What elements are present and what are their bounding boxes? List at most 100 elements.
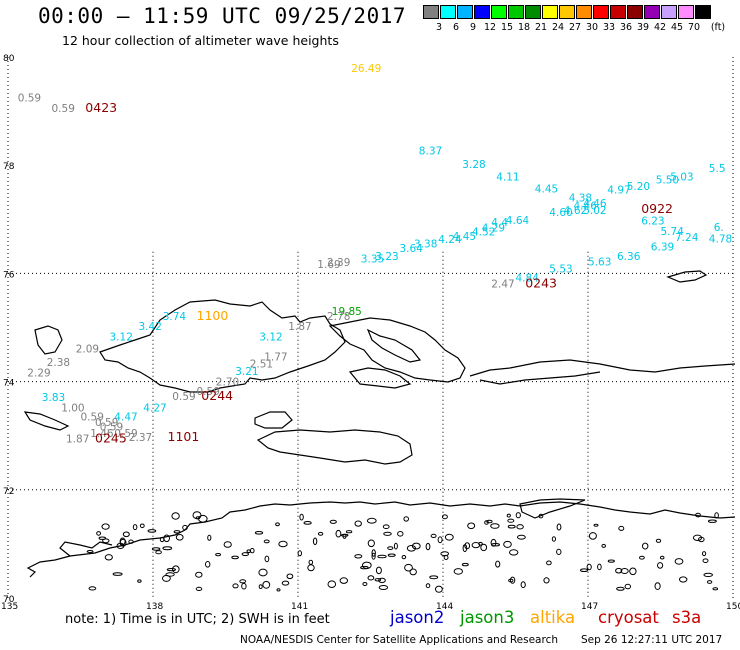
lake-outline	[367, 539, 375, 548]
maly-lyakhovsky	[254, 411, 293, 429]
wave-height-value: 3.83	[42, 392, 65, 404]
lake-outline	[387, 546, 394, 550]
lake-outline	[345, 530, 353, 534]
wave-height-value: 5.03	[670, 171, 693, 183]
lake-outline	[430, 533, 437, 539]
lake-outline	[556, 548, 562, 556]
satellite-jason3: jason3	[460, 608, 515, 627]
legend-swatch	[474, 5, 490, 19]
wave-height-value: 4.24	[438, 234, 462, 246]
lake-outline	[162, 546, 173, 551]
footer-note: note: 1) Time is in UTC; 2) SWH is in fe…	[65, 612, 330, 627]
latitude-tick-label: 80	[3, 54, 15, 64]
wave-height-value: 0.59	[197, 386, 220, 398]
wave-height-value: 1.69	[317, 259, 340, 271]
lake-outline	[516, 524, 524, 530]
bolshoy-lyakhovsky	[256, 429, 413, 465]
lake-outline	[382, 524, 390, 530]
lake-outline	[308, 559, 314, 565]
lake-outline	[361, 561, 372, 569]
lake-outline	[378, 577, 386, 584]
lake-outline	[275, 522, 280, 527]
new-siberia-island	[328, 317, 466, 383]
lake-outline	[639, 555, 645, 560]
legend-swatch	[542, 5, 558, 19]
legend-swatch	[508, 5, 524, 19]
lake-outline	[620, 568, 629, 574]
lake-outline	[618, 525, 625, 531]
lake-outline	[506, 513, 511, 518]
legend-swatch	[678, 5, 694, 19]
lake-outline	[437, 536, 443, 544]
lake-outline	[383, 531, 392, 536]
legend-swatch	[491, 5, 507, 19]
legend-swatch	[593, 5, 609, 19]
wave-height-value: 4.4	[491, 217, 508, 229]
legend-label: 15	[500, 22, 514, 33]
legend-unit: (ft)	[710, 22, 726, 33]
lake-outline	[231, 555, 239, 560]
lake-outline	[232, 583, 239, 589]
lake-outline	[101, 523, 110, 530]
satellite-s3a: s3a	[672, 608, 702, 627]
lake-outline	[484, 520, 489, 525]
wave-height-value: 5.63	[588, 256, 611, 268]
inner-bay	[366, 328, 422, 363]
lake-outline	[377, 554, 387, 559]
lake-outline	[147, 529, 157, 533]
lake-outline	[411, 542, 421, 550]
wave-height-value: 3.12	[110, 332, 133, 344]
legend-swatch	[627, 5, 643, 19]
lake-outline	[509, 549, 519, 556]
wave-height-value: 3.64	[400, 243, 424, 255]
lake-outline	[286, 573, 294, 580]
lake-outline	[615, 567, 623, 574]
lake-outline	[580, 568, 589, 573]
lake-outline	[207, 534, 212, 541]
wave-height-value: 3.28	[462, 159, 485, 171]
lake-outline	[329, 519, 337, 524]
wave-height-value: 4.78	[709, 234, 732, 246]
lake-outline	[654, 582, 661, 590]
lake-outline	[461, 562, 469, 567]
wave-height-value: 3.21	[235, 366, 258, 378]
lake-outline	[250, 547, 255, 554]
longitude-tick-label: 141	[291, 602, 308, 612]
lake-outline	[254, 531, 264, 535]
lake-outline	[239, 579, 247, 584]
lake-outline	[429, 575, 439, 580]
wave-height-value: 0.59	[52, 103, 75, 115]
legend-label: 18	[517, 22, 531, 33]
lake-outline	[706, 580, 713, 584]
lake-outline	[172, 565, 180, 574]
wave-height-value: 2.51	[250, 359, 273, 371]
legend-swatch	[644, 5, 660, 19]
lake-outline	[137, 579, 142, 583]
lake-outline	[509, 576, 516, 584]
lake-outline	[440, 551, 450, 557]
longitude-tick-label: 150	[726, 602, 740, 612]
wave-height-value: 3.23	[375, 251, 398, 263]
lake-outline	[175, 534, 184, 541]
pass-time-label: 0922	[641, 201, 673, 216]
wave-height-value: 7.24	[675, 232, 699, 244]
lake-outline	[679, 576, 688, 583]
eastern-coast	[469, 359, 736, 377]
lake-outline	[692, 534, 703, 541]
lake-outline	[278, 540, 288, 548]
legend-label: 12	[483, 22, 497, 33]
lake-outline	[495, 560, 501, 568]
latitude-tick-label: 74	[3, 379, 15, 389]
lake-outline	[657, 562, 664, 569]
wave-height-value: 1.77	[264, 352, 287, 364]
lake-outline	[223, 541, 232, 548]
lake-outline	[462, 544, 468, 553]
tundra-lakes	[86, 511, 719, 593]
legend-label: 27	[568, 22, 582, 33]
lake-outline	[375, 566, 382, 575]
lake-outline	[508, 578, 514, 583]
wave-height-value: 0.59	[95, 417, 118, 429]
stolbovoy-island	[23, 411, 70, 431]
lake-outline	[354, 554, 363, 559]
